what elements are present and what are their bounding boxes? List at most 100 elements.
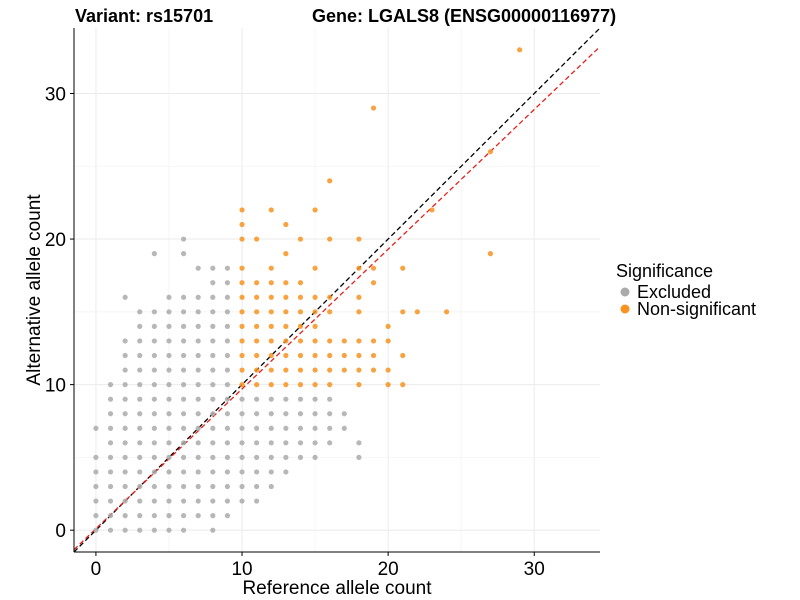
point-non-significant	[239, 221, 245, 228]
point-excluded	[327, 440, 333, 446]
point-excluded	[254, 396, 260, 402]
point-non-significant	[283, 323, 289, 329]
point-excluded	[137, 483, 143, 490]
point-non-significant	[297, 382, 304, 388]
point-excluded	[239, 454, 245, 460]
point-excluded	[137, 498, 143, 504]
point-excluded	[137, 425, 143, 431]
point-excluded	[137, 367, 143, 373]
point-non-significant	[487, 251, 494, 257]
point-excluded	[93, 469, 99, 475]
point-excluded	[254, 425, 260, 431]
point-excluded	[166, 294, 172, 300]
point-non-significant	[327, 309, 333, 315]
point-excluded	[137, 338, 143, 344]
point-non-significant	[312, 294, 318, 300]
point-non-significant	[414, 309, 420, 315]
point-excluded	[107, 469, 114, 475]
point-excluded	[283, 425, 289, 431]
point-excluded	[122, 454, 128, 460]
point-excluded	[93, 513, 99, 519]
point-excluded	[224, 309, 231, 315]
point-excluded	[107, 527, 114, 533]
point-non-significant	[254, 309, 260, 315]
point-excluded	[195, 352, 201, 359]
point-non-significant	[356, 382, 362, 388]
point-non-significant	[297, 338, 304, 344]
point-excluded	[239, 469, 245, 475]
point-non-significant	[356, 367, 362, 373]
point-excluded	[224, 454, 231, 460]
point-non-significant	[385, 323, 391, 329]
point-excluded	[180, 454, 187, 460]
point-non-significant	[297, 367, 304, 373]
point-excluded	[122, 352, 128, 359]
x-axis-label: Reference allele count	[242, 578, 432, 599]
point-excluded	[195, 440, 201, 446]
legend-label-excluded: Excluded	[637, 282, 711, 302]
point-excluded	[195, 513, 201, 519]
point-excluded	[151, 454, 157, 460]
point-excluded	[195, 483, 201, 490]
point-excluded	[210, 411, 216, 417]
point-non-significant	[239, 265, 245, 271]
point-excluded	[210, 280, 216, 286]
x-tick-label: 0	[91, 559, 102, 580]
point-excluded	[166, 513, 172, 519]
point-excluded	[180, 323, 187, 329]
point-non-significant	[400, 265, 406, 271]
reference-lines	[73, 27, 601, 553]
point-excluded	[180, 483, 187, 490]
point-non-significant	[385, 338, 391, 344]
point-excluded	[122, 425, 128, 431]
point-excluded	[137, 396, 143, 402]
point-excluded	[166, 323, 172, 329]
point-excluded	[254, 469, 260, 475]
grid-lines	[74, 28, 600, 552]
point-excluded	[312, 454, 318, 460]
point-non-significant	[356, 236, 362, 242]
point-excluded	[107, 440, 114, 446]
point-excluded	[180, 440, 187, 446]
point-non-significant	[268, 294, 274, 300]
point-non-significant	[312, 265, 318, 271]
point-non-significant	[268, 338, 274, 344]
chart-title-gene: Gene: LGALS8 (ENSG00000116977)	[312, 6, 616, 26]
point-non-significant	[268, 323, 274, 329]
point-non-significant	[254, 236, 260, 242]
point-non-significant	[327, 382, 333, 388]
point-excluded	[122, 382, 128, 388]
point-excluded	[180, 513, 187, 519]
point-excluded	[224, 294, 231, 300]
point-excluded	[180, 498, 187, 504]
point-excluded	[210, 352, 216, 359]
point-excluded	[268, 411, 274, 417]
point-excluded	[195, 265, 201, 271]
point-non-significant	[312, 338, 318, 344]
point-excluded	[195, 469, 201, 475]
point-excluded	[297, 454, 304, 460]
point-excluded	[151, 469, 157, 475]
point-non-significant	[254, 338, 260, 344]
data-points	[93, 47, 523, 533]
point-excluded	[166, 309, 172, 315]
point-non-significant	[297, 294, 304, 300]
point-excluded	[151, 527, 157, 533]
point-non-significant	[312, 309, 318, 315]
point-non-significant	[341, 338, 347, 344]
point-non-significant	[239, 294, 245, 300]
point-excluded	[224, 352, 231, 359]
x-tick-label: 30	[524, 559, 545, 580]
point-excluded	[268, 454, 274, 460]
point-excluded	[297, 411, 304, 417]
point-excluded	[137, 454, 143, 460]
point-excluded	[180, 352, 187, 359]
point-non-significant	[400, 382, 406, 388]
point-excluded	[239, 440, 245, 446]
point-excluded	[180, 294, 187, 300]
point-excluded	[210, 338, 216, 344]
point-excluded	[297, 425, 304, 431]
point-non-significant	[312, 207, 318, 213]
point-non-significant	[356, 338, 362, 344]
